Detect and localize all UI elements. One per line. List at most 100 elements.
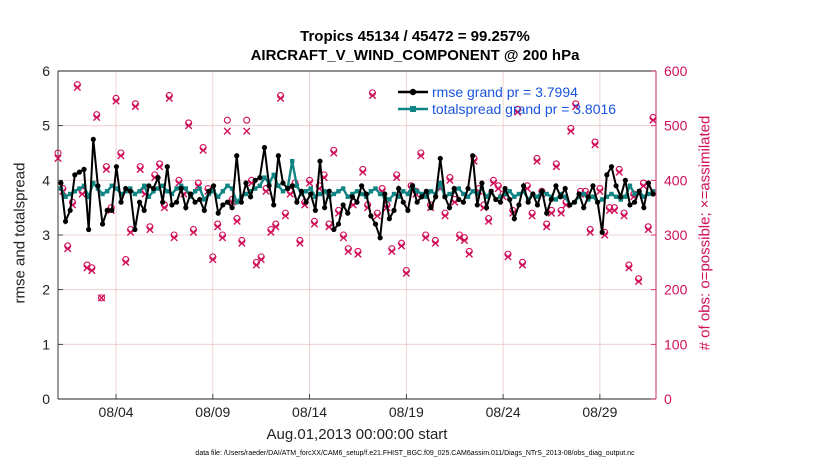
obs-assimilated-point: [596, 187, 604, 195]
obs-assimilated-point: [504, 253, 512, 261]
y-tick-label-right: 200: [664, 282, 688, 298]
y-tick-label-left: 4: [42, 172, 50, 188]
obs-assimilated-point: [359, 168, 367, 176]
y-tick-label-right: 500: [664, 118, 688, 134]
totalspread-series-point: [419, 191, 424, 197]
obs-assimilated-point: [160, 203, 169, 212]
obs-assimilated-point: [146, 225, 154, 234]
rmse-series-point: [576, 191, 582, 197]
obs-assimilated-point: [330, 149, 338, 157]
totalspread-series-point: [299, 191, 304, 197]
legend-rmse-label: rmse grand pr = 3.7994: [432, 84, 578, 100]
obs-assimilated-point: [257, 255, 265, 264]
rmse-series-point: [650, 191, 656, 197]
rmse-series-point: [405, 207, 411, 213]
obs-possible-point: [243, 116, 251, 124]
totalspread-series-point: [183, 186, 189, 191]
obs-assimilated-point: [518, 261, 527, 269]
totalspread-series-point: [257, 183, 263, 188]
rmse-series-point: [72, 172, 78, 178]
legend-totalspread-label: totalspread grand pr = 3.8016: [432, 101, 616, 117]
obs-possible-point: [223, 116, 231, 124]
rmse-series-point: [451, 185, 457, 192]
totalspread-series-point: [151, 189, 156, 194]
totalspread-series-point: [294, 183, 300, 188]
rmse-series-point: [437, 155, 443, 162]
rmse-series-point: [571, 199, 578, 205]
rmse-series-point: [581, 205, 587, 211]
rmse-series-point: [349, 194, 355, 200]
rmse-series-point: [507, 196, 513, 203]
rmse-series-point: [104, 207, 110, 213]
obs-assimilated-point: [649, 116, 657, 124]
rmse-series-point: [631, 199, 638, 205]
totalspread-series-point: [447, 191, 452, 197]
y-tick-label-left: 0: [42, 391, 50, 407]
obs-assimilated-point: [446, 176, 454, 185]
totalspread-series-point: [169, 191, 175, 197]
totalspread-series-point: [109, 183, 114, 188]
obs-assimilated-point: [262, 187, 270, 195]
obs-assimilated-point: [305, 179, 314, 187]
rmse-series-point: [150, 185, 157, 192]
totalspread-series-point: [216, 194, 221, 199]
totalspread-series-point: [613, 194, 619, 199]
rmse-series-point: [446, 205, 453, 211]
totalspread-series-point: [484, 194, 489, 199]
totalspread-series-point: [91, 180, 96, 186]
obs-assimilated-point: [310, 220, 319, 228]
totalspread-series-point: [340, 186, 346, 191]
totalspread-series-point: [461, 191, 466, 197]
rmse-series-point: [220, 202, 226, 208]
obs-assimilated-point: [431, 239, 440, 247]
obs-assimilated-point: [199, 146, 207, 154]
obs-possible-point: [54, 149, 62, 157]
obs-assimilated-point: [397, 242, 406, 250]
totalspread-series-point: [401, 189, 406, 194]
obs-assimilated-point: [184, 121, 193, 130]
rmse-series-point: [127, 188, 133, 194]
rmse-series-point: [645, 180, 652, 186]
rmse-series-point: [534, 202, 541, 208]
obs-assimilated-point: [591, 141, 599, 149]
obs-assimilated-point: [402, 269, 411, 277]
rmse-series-point: [164, 164, 170, 170]
rmse-series-point: [345, 210, 351, 216]
obs-assimilated-point: [528, 212, 536, 220]
rmse-series-point: [224, 199, 231, 205]
obs-assimilated-point: [494, 184, 502, 193]
totalspread-series-point: [86, 194, 91, 199]
obs-assimilated-point: [88, 266, 96, 275]
rmse-series-point: [136, 199, 143, 205]
legend-rmse-swatch-marker: [409, 88, 417, 96]
rmse-series-point: [567, 202, 573, 208]
totalspread-series-point: [280, 189, 286, 194]
totalspread-series-point: [600, 197, 605, 202]
rmse-series-point: [99, 221, 106, 227]
totalspread-series-point: [414, 189, 420, 194]
rmse-series-point: [201, 207, 207, 213]
rmse-series-point: [178, 185, 184, 192]
totalspread-series-point: [72, 189, 77, 194]
obs-assimilated-point: [417, 152, 425, 160]
rmse-series-point: [247, 194, 254, 200]
rmse-series-point: [294, 199, 300, 205]
y-tick-label-right: 300: [664, 227, 688, 243]
rmse-series-point: [516, 202, 522, 208]
totalspread-series-point: [475, 191, 480, 197]
rmse-series-point: [271, 202, 277, 208]
totalspread-series-point: [202, 197, 207, 202]
totalspread-series-point: [646, 191, 651, 197]
rmse-series-point: [183, 205, 189, 211]
obs-assimilated-point: [586, 228, 594, 236]
obs-assimilated-point: [547, 209, 556, 217]
obs-assimilated-point: [165, 94, 173, 103]
rmse-series-point: [382, 191, 388, 197]
totalspread-series-point: [104, 189, 110, 194]
totalspread-series-point: [456, 186, 461, 191]
rmse-series-point: [215, 210, 221, 216]
obs-assimilated-point: [93, 113, 101, 122]
rmse-series-point: [548, 196, 554, 203]
rmse-series-point: [641, 205, 647, 211]
obs-assimilated-point: [484, 217, 493, 226]
